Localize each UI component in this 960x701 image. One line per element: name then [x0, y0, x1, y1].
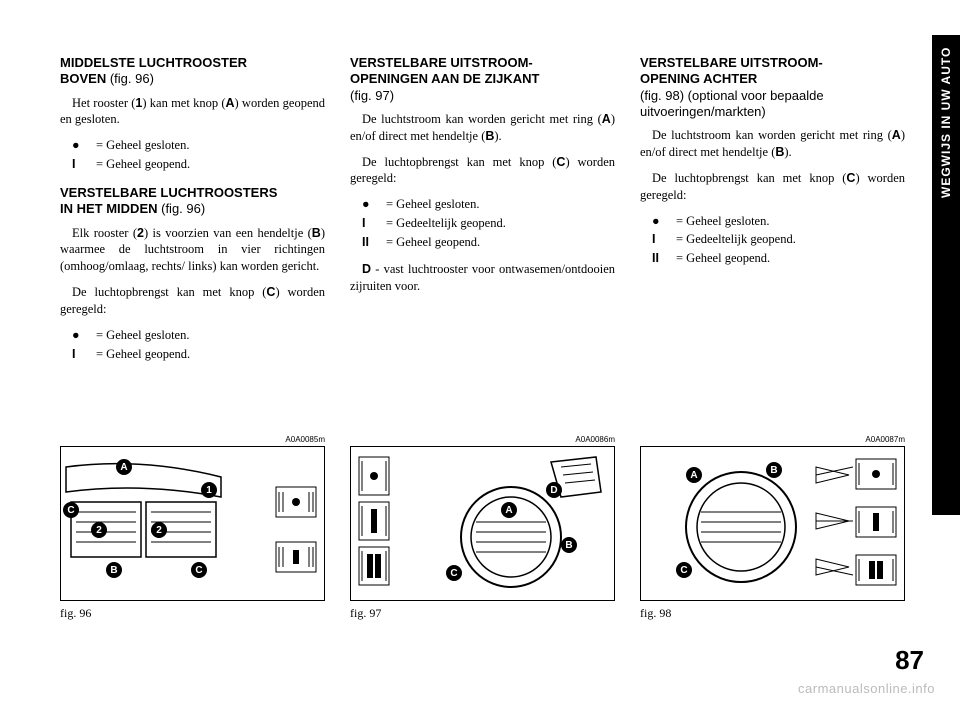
figure-caption: fig. 98: [640, 606, 905, 621]
label-A: A: [686, 467, 702, 483]
sidebar-tab: WEGWIJS IN UW AUTO: [932, 35, 960, 515]
label-B: B: [561, 537, 577, 553]
label-C: C: [63, 502, 79, 518]
label-2: 2: [151, 522, 167, 538]
col2-sec1-p1: De luchtstroom kan worden gericht met ri…: [350, 111, 615, 145]
figure-96: A0A0085m A 1 C 2 2 B C fig. 96: [60, 435, 325, 621]
figure-98: A0A0087m A B C fig.: [640, 435, 905, 621]
def-row: ●= Geheel gesloten.: [60, 327, 325, 344]
col3-sec1-p1: De luchtstroom kan worden gericht met ri…: [640, 127, 905, 161]
col2-sec1-heading: VERSTELBARE UITSTROOM- OPENINGEN AAN DE …: [350, 55, 615, 104]
figure-image: A 1 C 2 2 B C: [60, 446, 325, 601]
figure-image: A B C: [640, 446, 905, 601]
figure-97: A0A0086m D A B C fig. 97: [350, 435, 615, 621]
col2-sec1-deflist: ●= Geheel gesloten. I= Gedeeltelijk geop…: [350, 196, 615, 251]
label-D: D: [546, 482, 562, 498]
col1-sec1-deflist: ●= Geheel gesloten. I= Geheel geopend.: [60, 137, 325, 173]
col2-sec1-p3: D - vast luchtrooster voor ontwasemen/on…: [350, 261, 615, 295]
col3-sec1-deflist: ●= Geheel gesloten. I= Gedeeltelijk geop…: [640, 213, 905, 268]
col1-sec2-heading: VERSTELBARE LUCHTROOSTERS IN HET MIDDEN …: [60, 185, 325, 218]
figure-image: D A B C: [350, 446, 615, 601]
col1-sec2-p1: Elk rooster (2) is voorzien van een hend…: [60, 225, 325, 276]
label-C: C: [676, 562, 692, 578]
label-A: A: [501, 502, 517, 518]
watermark-text: carmanualsonline.info: [798, 681, 935, 696]
label-C: C: [446, 565, 462, 581]
col3-sec1-heading: VERSTELBARE UITSTROOM- OPENING ACHTER (f…: [640, 55, 905, 120]
label-A: A: [116, 459, 132, 475]
column-2: VERSTELBARE UITSTROOM- OPENINGEN AAN DE …: [350, 55, 615, 373]
def-row: ●= Geheel gesloten.: [60, 137, 325, 154]
col1-sec2-deflist: ●= Geheel gesloten. I= Geheel geopend.: [60, 327, 325, 363]
def-row: II= Geheel geopend.: [640, 250, 905, 267]
label-B: B: [766, 462, 782, 478]
def-row: I= Gedeeltelijk geopend.: [640, 231, 905, 248]
figure-code: A0A0085m: [60, 435, 325, 444]
def-row: I= Geheel geopend.: [60, 156, 325, 173]
column-1: MIDDELSTE LUCHTROOSTER BOVEN (fig. 96) H…: [60, 55, 325, 373]
def-row: ●= Geheel gesloten.: [640, 213, 905, 230]
def-row: I= Geheel geopend.: [60, 346, 325, 363]
figures-row: A0A0085m A 1 C 2 2 B C fig. 96: [60, 435, 905, 621]
content-area: MIDDELSTE LUCHTROOSTER BOVEN (fig. 96) H…: [60, 55, 910, 373]
page-number: 87: [895, 645, 924, 676]
def-row: II= Geheel geopend.: [350, 234, 615, 251]
figure-code: A0A0087m: [640, 435, 905, 444]
sidebar-label: WEGWIJS IN UW AUTO: [939, 47, 953, 198]
label-1: 1: [201, 482, 217, 498]
def-row: I= Gedeeltelijk geopend.: [350, 215, 615, 232]
col1-sec1-p1: Het rooster (1) kan met knop (A) worden …: [60, 95, 325, 129]
def-row: ●= Geheel gesloten.: [350, 196, 615, 213]
figure-caption: fig. 96: [60, 606, 325, 621]
label-B: B: [106, 562, 122, 578]
label-2: 2: [91, 522, 107, 538]
col1-sec1-heading: MIDDELSTE LUCHTROOSTER BOVEN (fig. 96): [60, 55, 325, 88]
column-3: VERSTELBARE UITSTROOM- OPENING ACHTER (f…: [640, 55, 905, 373]
col1-sec2-p2: De luchtopbrengst kan met knop (C) worde…: [60, 284, 325, 318]
figure-code: A0A0086m: [350, 435, 615, 444]
figure-caption: fig. 97: [350, 606, 615, 621]
label-C: C: [191, 562, 207, 578]
vent-sketch-icon: [351, 447, 615, 601]
col3-sec1-p2: De luchtopbrengst kan met knop (C) worde…: [640, 170, 905, 204]
col2-sec1-p2: De luchtopbrengst kan met knop (C) worde…: [350, 154, 615, 188]
